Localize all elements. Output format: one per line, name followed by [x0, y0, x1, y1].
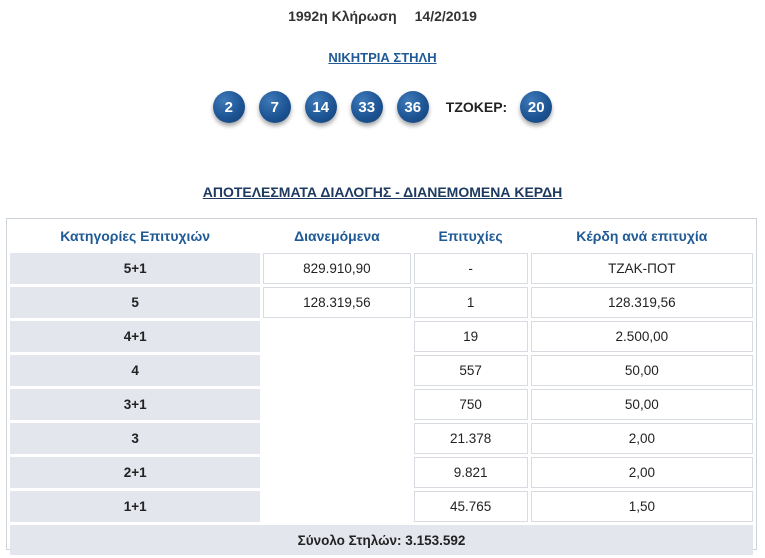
- winners-cell: 750: [413, 389, 528, 420]
- number-ball: 33: [350, 91, 383, 123]
- table-header-row: Κατηγορίες Επιτυχιών Διανεμόμενα Επιτυχί…: [10, 222, 753, 250]
- distributed-cell: [263, 321, 411, 352]
- prize-cell: 50,00: [530, 389, 753, 420]
- prize-cell: 2,00: [530, 457, 753, 488]
- prize-cell: 2.500,00: [530, 321, 753, 352]
- header-prize: Κέρδη ανά επιτυχία: [576, 228, 708, 244]
- table-row: 4 557 50,00: [10, 355, 753, 386]
- winning-column-link[interactable]: ΝΙΚΗΤΡΙΑ ΣΤΗΛΗ: [328, 50, 437, 65]
- table-row: 2+1 9.821 2,00: [10, 457, 753, 488]
- results-title-wrap: ΑΠΟΤΕΛΕΣΜΑΤΑ ΔΙΑΛΟΓΗΣ - ΔΙΑΝΕΜΟΜΕΝΑ ΚΕΡΔ…: [0, 184, 765, 202]
- prize-cell: 128.319,56: [530, 287, 753, 318]
- header-categories: Κατηγορίες Επιτυχιών: [60, 228, 211, 244]
- category-cell: 3: [10, 423, 261, 454]
- number-ball: 36: [396, 91, 429, 123]
- winners-cell: 1: [413, 287, 528, 318]
- prize-cell: 1,50: [530, 491, 753, 522]
- winners-cell: 9.821: [413, 457, 528, 488]
- distributed-cell: [263, 457, 411, 488]
- winners-cell: 557: [413, 355, 528, 386]
- table-row: 3 21.378 2,00: [10, 423, 753, 454]
- prize-cell: 2,00: [530, 423, 753, 454]
- number-ball: 7: [258, 91, 291, 123]
- winners-cell: -: [413, 253, 528, 284]
- results-table: Κατηγορίες Επιτυχιών Διανεμόμενα Επιτυχί…: [7, 219, 756, 558]
- distributed-cell: [263, 355, 411, 386]
- category-cell: 5+1: [10, 253, 261, 284]
- table-row: 5+1 829.910,90 - ΤΖΑΚ-ΠΟΤ: [10, 253, 753, 284]
- prize-cell: ΤΖΑΚ-ΠΟΤ: [530, 253, 753, 284]
- winning-column-link-wrap: ΝΙΚΗΤΡΙΑ ΣΤΗΛΗ: [0, 49, 765, 67]
- number-ball: 2: [212, 91, 245, 123]
- draw-header: 1992η Κλήρωση 14/2/2019: [0, 8, 765, 24]
- distributed-cell: [263, 389, 411, 420]
- category-cell: 5: [10, 287, 261, 318]
- table-row: 5 128.319,56 1 128.319,56: [10, 287, 753, 318]
- distributed-cell: [263, 423, 411, 454]
- table-row: 1+1 45.765 1,50: [10, 491, 753, 522]
- category-cell: 1+1: [10, 491, 261, 522]
- table-row: 3+1 750 50,00: [10, 389, 753, 420]
- distributed-cell: [263, 491, 411, 522]
- winners-cell: 19: [413, 321, 528, 352]
- prize-cell: 50,00: [530, 355, 753, 386]
- category-cell: 3+1: [10, 389, 261, 420]
- winners-cell: 45.765: [413, 491, 528, 522]
- draw-number: 1992η Κλήρωση: [288, 8, 397, 24]
- distributed-cell: 128.319,56: [263, 287, 411, 318]
- header-winners: Επιτυχίες: [438, 228, 503, 244]
- distributed-cell: 829.910,90: [263, 253, 411, 284]
- joker-ball: 20: [520, 91, 553, 123]
- table-row: 4+1 19 2.500,00: [10, 321, 753, 352]
- results-table-container: Κατηγορίες Επιτυχιών Διανεμόμενα Επιτυχί…: [6, 218, 757, 555]
- category-cell: 4+1: [10, 321, 261, 352]
- winning-numbers: 2 7 14 33 36 ΤΖΟΚΕΡ: 20: [0, 91, 765, 123]
- results-title: ΑΠΟΤΕΛΕΣΜΑΤΑ ΔΙΑΛΟΓΗΣ - ΔΙΑΝΕΜΟΜΕΝΑ ΚΕΡΔ…: [202, 184, 563, 200]
- draw-date: 14/2/2019: [414, 8, 477, 24]
- category-cell: 4: [10, 355, 261, 386]
- total-columns: Σύνολο Στηλών: 3.153.592: [10, 525, 753, 555]
- winners-cell: 21.378: [413, 423, 528, 454]
- header-distributed: Διανεμόμενα: [294, 228, 380, 244]
- category-cell: 2+1: [10, 457, 261, 488]
- joker-label: ΤΖΟΚΕΡ:: [445, 99, 508, 115]
- number-ball: 14: [304, 91, 337, 123]
- total-row: Σύνολο Στηλών: 3.153.592: [10, 525, 753, 555]
